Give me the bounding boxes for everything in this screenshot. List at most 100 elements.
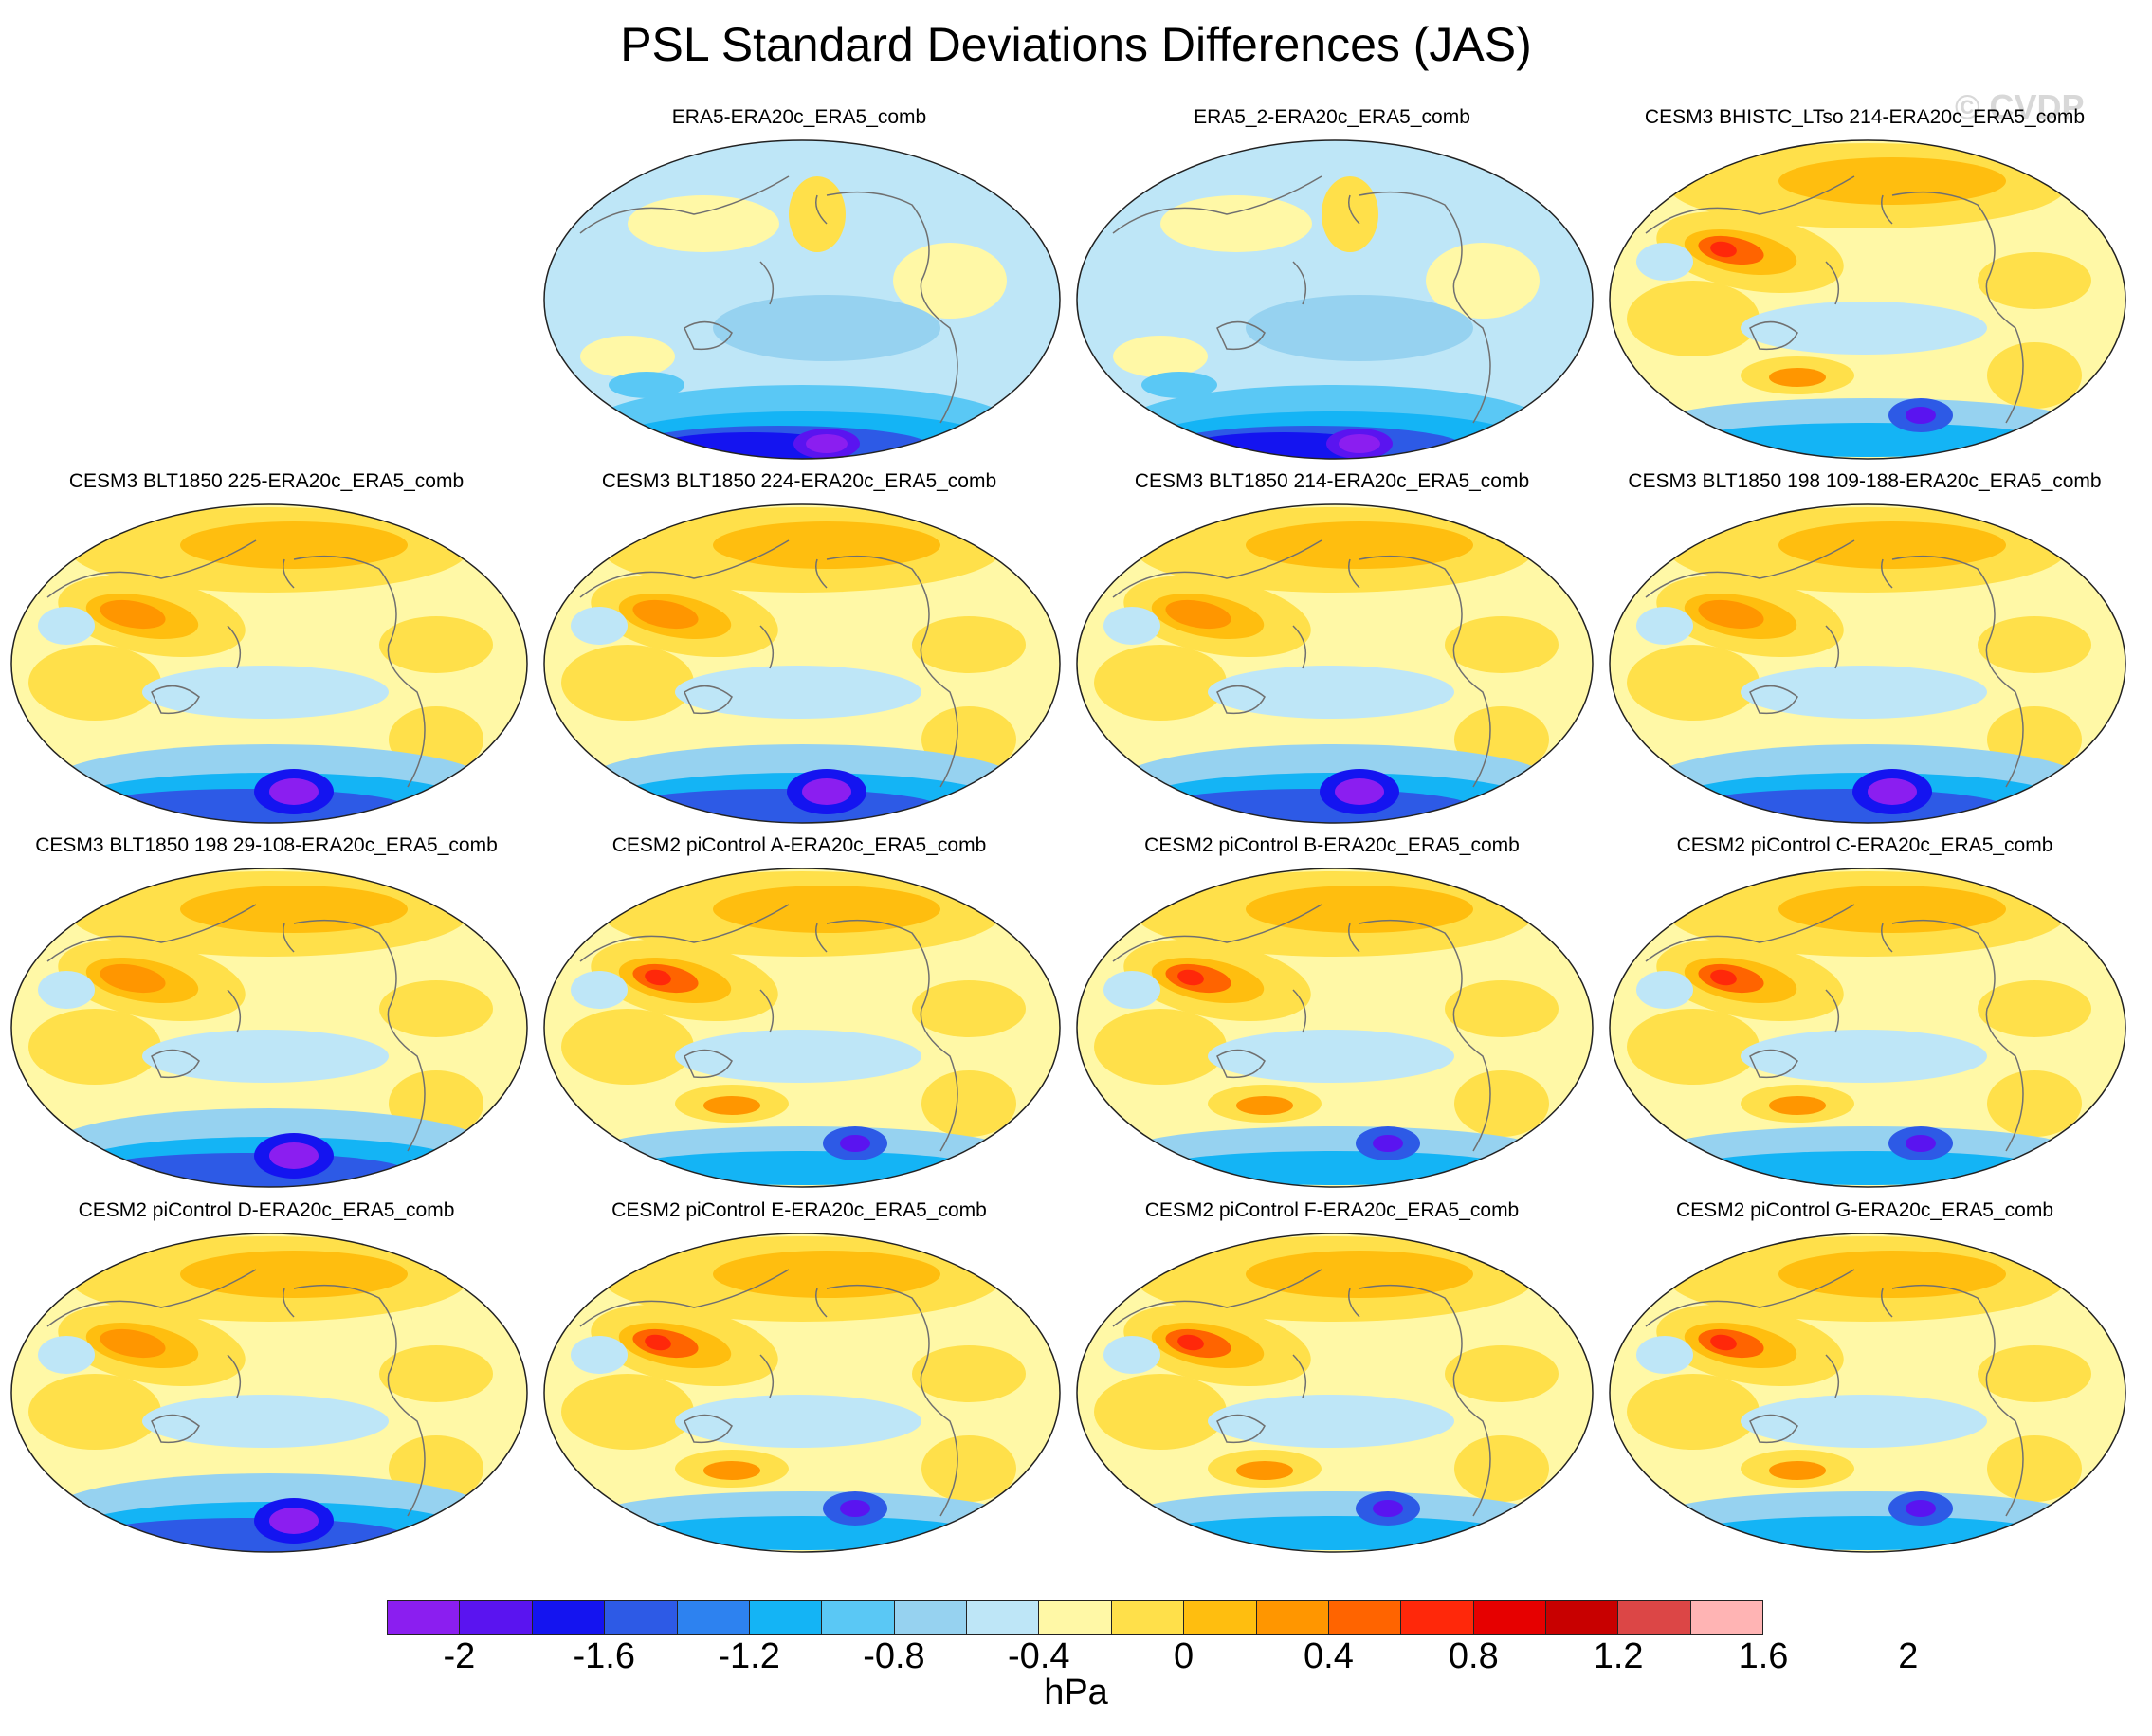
positive-anomaly	[100, 599, 166, 630]
colorbar-swatch	[1184, 1601, 1257, 1634]
negative-anomaly	[1636, 1336, 1693, 1374]
map-panel: CESM3 BLT1850 224-ERA20c_ERA5_comb	[533, 470, 1066, 835]
map-panel: CESM3 BLT1850 214-ERA20c_ERA5_comb	[1066, 470, 1598, 835]
positive-anomaly	[180, 886, 408, 933]
coastline	[1749, 320, 1798, 351]
map-projection	[10, 503, 528, 824]
map-border	[543, 868, 1061, 1188]
positive-anomaly	[713, 886, 940, 933]
colorbar-tick-label: 2	[1898, 1636, 1919, 1676]
panel-title: CESM2 piControl F-ERA20c_ERA5_comb	[1144, 1199, 1520, 1221]
panel-title: CESM3 BHISTC_LTso 214-ERA20c_ERA5_comb	[1644, 106, 2086, 128]
negative-anomaly	[1636, 971, 1693, 1009]
map-projection	[1076, 1233, 1594, 1553]
positive-anomaly	[628, 195, 779, 252]
coastline	[684, 685, 733, 715]
map-border	[1076, 139, 1594, 460]
negative-anomaly	[713, 295, 940, 361]
coastline	[1749, 685, 1798, 715]
negative-anomaly	[1868, 778, 1917, 805]
map-projection	[543, 503, 1061, 824]
negative-anomaly	[1141, 372, 1217, 398]
positive-anomaly	[1627, 281, 1760, 356]
positive-anomaly	[28, 645, 161, 721]
positive-anomaly	[1778, 1251, 2006, 1298]
coastline	[1112, 1269, 1322, 1398]
colorbar-tick-label: 1.6	[1738, 1636, 1789, 1676]
positive-anomaly	[1987, 342, 2082, 409]
colorbar-swatch	[1328, 1601, 1402, 1634]
negative-anomaly	[1155, 1151, 1515, 1185]
negative-anomaly	[806, 434, 848, 453]
coastline	[151, 1049, 200, 1079]
positive-anomaly	[1177, 969, 1204, 986]
panel-title: CESM3 BLT1850 214-ERA20c_ERA5_comb	[1134, 470, 1530, 492]
positive-anomaly	[1246, 1251, 1473, 1298]
positive-anomaly	[1710, 241, 1737, 258]
coastline	[1749, 1049, 1798, 1079]
negative-anomaly	[622, 1151, 982, 1185]
positive-anomaly	[632, 599, 699, 630]
negative-anomaly	[142, 666, 389, 719]
positive-anomaly	[1165, 599, 1231, 630]
positive-anomaly	[1987, 1435, 2082, 1502]
positive-anomaly	[100, 963, 166, 994]
coastline	[1112, 539, 1322, 669]
colorbar-swatch	[1256, 1601, 1329, 1634]
panel-title: CESM2 piControl C-ERA20c_ERA5_comb	[1676, 834, 2053, 856]
negative-anomaly	[1741, 666, 1987, 719]
positive-anomaly	[1445, 1345, 1559, 1402]
colorbar-swatch	[967, 1601, 1040, 1634]
coastline	[1645, 1269, 1855, 1398]
negative-anomaly	[1636, 243, 1693, 281]
colorbar	[387, 1600, 1763, 1635]
positive-anomaly	[713, 1251, 940, 1298]
map-projection	[1076, 868, 1594, 1188]
negative-anomaly	[269, 778, 319, 805]
map-projection	[1609, 139, 2126, 460]
coastline	[151, 1414, 200, 1444]
negative-anomaly	[38, 607, 95, 645]
map-panel: CESM2 piControl D-ERA20c_ERA5_comb	[0, 1199, 533, 1564]
negative-anomaly	[571, 1336, 628, 1374]
map-border	[1076, 868, 1594, 1188]
colorbar-swatch	[532, 1601, 606, 1634]
colorbar-tick-label: -2	[443, 1636, 476, 1676]
positive-anomaly	[1445, 616, 1559, 673]
positive-anomaly	[1778, 521, 2006, 569]
positive-anomaly	[379, 980, 493, 1037]
panel-title: CESM2 piControl G-ERA20c_ERA5_comb	[1676, 1199, 2053, 1221]
map-projection	[1076, 503, 1594, 824]
positive-anomaly	[1426, 243, 1540, 319]
panel-title: CESM2 piControl B-ERA20c_ERA5_comb	[1144, 834, 1520, 856]
positive-anomaly	[1978, 980, 2091, 1037]
positive-anomaly	[100, 1328, 166, 1359]
positive-anomaly	[912, 616, 1026, 673]
positive-anomaly	[1454, 1070, 1549, 1137]
coastline	[1112, 904, 1322, 1033]
contour-field	[544, 868, 1060, 1187]
negative-anomaly	[675, 1030, 921, 1083]
coastline	[1216, 685, 1266, 715]
positive-anomaly	[379, 1345, 493, 1402]
negative-anomaly	[1687, 1516, 2048, 1550]
colorbar-swatch	[1618, 1601, 1691, 1634]
positive-anomaly	[789, 176, 846, 252]
map-panel: CESM3 BHISTC_LTso 214-ERA20c_ERA5_comb	[1598, 106, 2131, 471]
coastline	[1348, 1288, 1360, 1318]
negative-anomaly	[142, 1030, 389, 1083]
colorbar-swatch	[1546, 1601, 1619, 1634]
coastline	[1891, 1284, 2024, 1517]
positive-anomaly	[1978, 252, 2091, 309]
map-border	[1609, 868, 2126, 1188]
colorbar-tick-label: 0.4	[1304, 1636, 1354, 1676]
coastline	[293, 919, 426, 1152]
positive-anomaly	[703, 1461, 760, 1480]
map-border	[1076, 1233, 1594, 1553]
figure-title: PSL Standard Deviations Differences (JAS…	[620, 18, 1532, 71]
map-border	[543, 1233, 1061, 1553]
colorbar-tick-label: 0	[1174, 1636, 1195, 1676]
coastline	[684, 1414, 733, 1444]
panel-title: ERA5-ERA20c_ERA5_comb	[671, 106, 927, 128]
coastline	[579, 904, 790, 1033]
